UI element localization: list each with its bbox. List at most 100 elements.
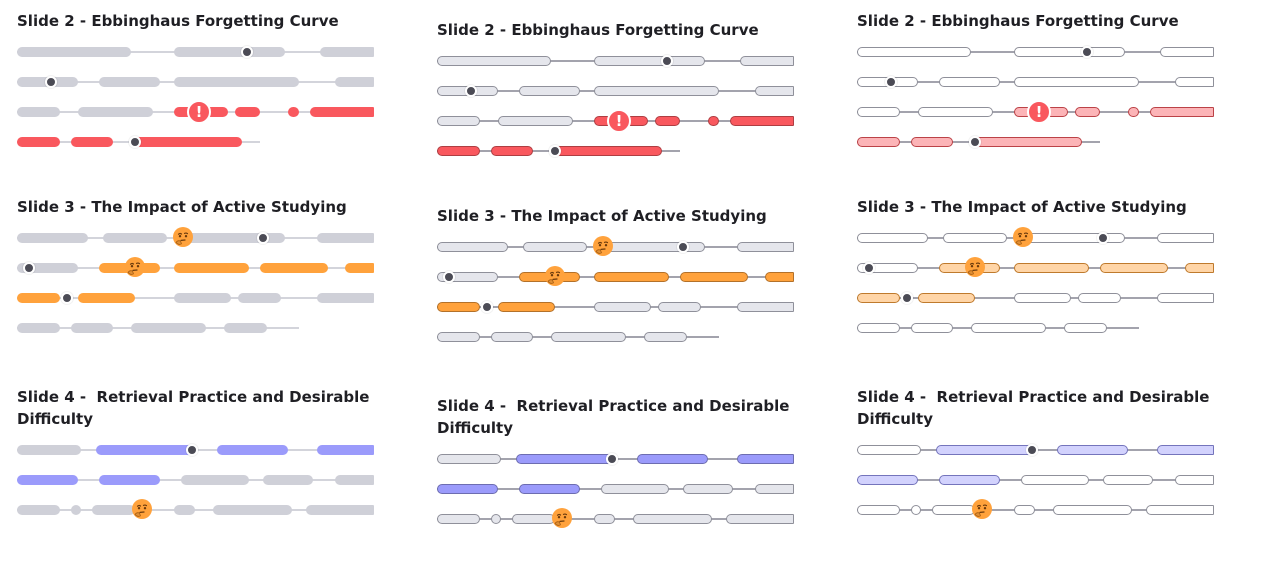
timeline-track (857, 227, 1214, 247)
segment-red (1128, 107, 1140, 117)
timeline-track (437, 508, 794, 528)
timeline-track (17, 320, 374, 336)
playhead-marker[interactable] (884, 76, 897, 88)
segment-gray (437, 56, 552, 66)
playhead-marker[interactable] (900, 292, 913, 304)
segment-gray (1014, 293, 1072, 303)
segment-red (17, 137, 60, 147)
playhead-marker[interactable] (661, 55, 674, 67)
playhead-marker[interactable] (60, 292, 73, 304)
segment-gray (238, 293, 282, 303)
segment-purple (17, 475, 78, 485)
playhead-marker[interactable] (128, 136, 141, 148)
segment-gray (17, 107, 60, 117)
thinking-face-icon[interactable] (172, 226, 194, 248)
segment-gray (1014, 77, 1140, 87)
timeline-track: ! (17, 100, 374, 124)
segment-gray (971, 323, 1047, 333)
segment-gray (754, 86, 794, 96)
segment-red (437, 146, 480, 156)
playhead-marker[interactable] (1081, 46, 1094, 58)
segment-gray (857, 107, 900, 117)
playhead-marker[interactable] (548, 145, 561, 157)
segment-gray (1021, 233, 1125, 243)
thinking-face-icon[interactable] (124, 256, 146, 278)
segment-gray (754, 484, 794, 494)
thinking-face-icon[interactable] (1012, 226, 1034, 248)
thinking-face-icon[interactable] (544, 265, 566, 287)
timeline-track (17, 442, 374, 458)
playhead-marker[interactable] (480, 301, 493, 313)
thinking-face-icon[interactable] (551, 507, 573, 529)
segment-gray (1053, 505, 1132, 515)
playhead-marker[interactable] (23, 262, 36, 274)
segment-gray (490, 332, 534, 342)
segment-gray (1064, 323, 1107, 333)
playhead-marker[interactable] (863, 262, 876, 274)
column-solid: Slide 2 - Ebbinghaus Forgetting Curve! Sl… (17, 0, 397, 563)
segment-gray (1103, 475, 1154, 485)
segment-gray (519, 86, 580, 96)
segment-gray (1160, 47, 1214, 57)
timeline-track (17, 227, 374, 247)
playhead-marker[interactable] (241, 46, 254, 58)
playhead-marker[interactable] (1025, 444, 1038, 456)
playhead-marker[interactable] (968, 136, 981, 148)
thinking-face-icon[interactable] (964, 256, 986, 278)
segment-orange (259, 263, 328, 273)
segment-gray (1014, 505, 1036, 515)
segment-gray (522, 242, 587, 252)
playhead-marker[interactable] (677, 241, 690, 253)
playhead-marker[interactable] (443, 271, 456, 283)
timeline-track: ! (857, 100, 1214, 124)
alert-icon[interactable]: ! (607, 109, 632, 133)
segment-gray (316, 233, 374, 243)
timeline-track (437, 83, 794, 99)
segment-gray (17, 445, 82, 455)
playhead-marker[interactable] (44, 76, 57, 88)
timeline-track (437, 53, 794, 69)
segment-gray (174, 77, 300, 87)
segment-gray (181, 233, 285, 243)
thinking-face-icon[interactable] (131, 498, 153, 520)
thinking-face-icon[interactable] (971, 498, 993, 520)
segment-gray (17, 505, 60, 515)
playhead-marker[interactable] (1097, 232, 1110, 244)
timeline-track (17, 499, 374, 519)
segment-orange (679, 272, 748, 282)
section-title: Slide 2 - Ebbinghaus Forgetting Curve (437, 21, 759, 39)
segment-gray (726, 514, 794, 524)
segment-gray (263, 475, 314, 485)
segment-gray (174, 293, 232, 303)
segment-gray (910, 323, 954, 333)
segment-gray (437, 514, 480, 524)
segment-red (234, 107, 260, 117)
segment-gray (437, 272, 498, 282)
segment-gray (437, 242, 509, 252)
timeline-track (17, 290, 374, 306)
segment-gray (99, 77, 160, 87)
segment-gray (683, 484, 734, 494)
segment-red (1074, 107, 1100, 117)
section-title: Slide 3 - The Impact of Active Studying (857, 198, 1187, 216)
playhead-marker[interactable] (464, 85, 477, 97)
segment-gray (942, 233, 1007, 243)
segment-red (857, 137, 900, 147)
alert-icon[interactable]: ! (187, 100, 212, 124)
playhead-marker[interactable] (257, 232, 270, 244)
playhead-marker[interactable] (185, 444, 198, 456)
segment-gray (1146, 505, 1214, 515)
timeline-track (17, 74, 374, 90)
segment-gray (17, 47, 132, 57)
segment-gray (320, 47, 374, 57)
segment-gray (1156, 233, 1214, 243)
section-title: Slide 2 - Ebbinghaus Forgetting Curve (17, 12, 339, 30)
playhead-marker[interactable] (605, 453, 618, 465)
segment-gray (1021, 475, 1090, 485)
thinking-face-icon[interactable] (592, 235, 614, 257)
alert-icon[interactable]: ! (1027, 100, 1052, 124)
segment-gray (594, 302, 652, 312)
segment-orange (765, 272, 794, 282)
timeline-track (437, 266, 794, 286)
timeline-track (857, 257, 1214, 277)
